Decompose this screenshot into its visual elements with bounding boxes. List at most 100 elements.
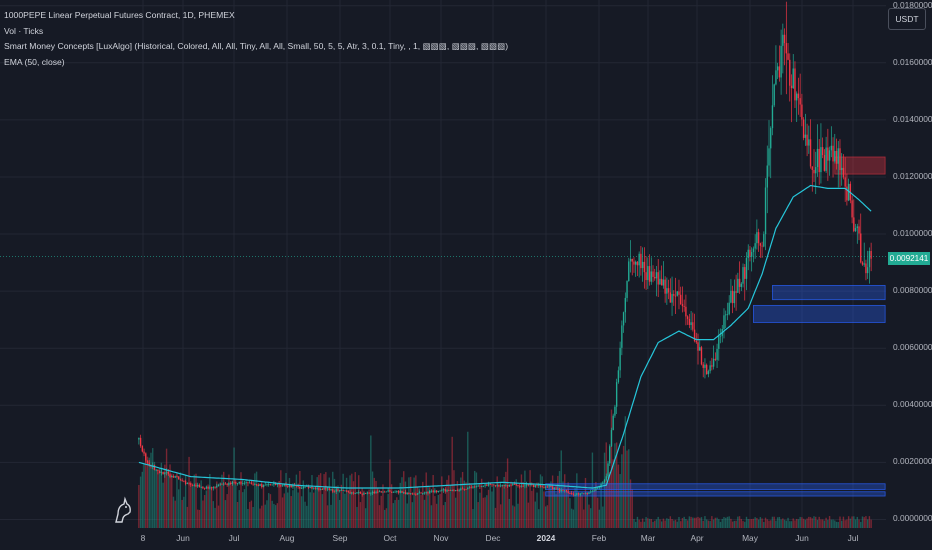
- candle-body: [371, 491, 374, 494]
- volume-bar: [629, 479, 632, 528]
- candle-body: [832, 145, 834, 162]
- candle-body: [311, 487, 313, 489]
- volume-bar: [491, 491, 493, 528]
- candle-body: [496, 485, 498, 486]
- candle-body: [352, 492, 355, 494]
- candle-body: [638, 253, 640, 266]
- volume-bar: [299, 470, 301, 528]
- candle-body: [557, 488, 559, 490]
- candle-body: [564, 490, 566, 491]
- time-axis-label: Jun: [795, 533, 809, 543]
- volume-bar: [387, 493, 389, 528]
- candle-body: [255, 484, 258, 486]
- candle-body: [172, 476, 175, 478]
- volume-bar: [494, 507, 497, 528]
- legend-symbol[interactable]: 1000PEPE Linear Perpetual Futures Contra…: [4, 10, 235, 20]
- candle-body: [539, 485, 542, 487]
- candle-body: [735, 291, 737, 293]
- candle-body: [697, 342, 699, 351]
- currency-selector[interactable]: USDT: [888, 8, 926, 30]
- volume-bar: [420, 494, 422, 528]
- time-axis-label: Dec: [485, 533, 501, 543]
- candle-body: [217, 484, 220, 487]
- volume-bar: [830, 519, 833, 528]
- candle-body: [794, 68, 796, 101]
- volume-bar: [538, 509, 540, 528]
- volume-bar: [269, 494, 272, 528]
- candle-body: [468, 487, 471, 489]
- volume-bar: [725, 517, 727, 528]
- candle-body: [763, 234, 765, 247]
- volume-bar: [804, 519, 807, 528]
- candle-body: [432, 490, 434, 493]
- volume-bar: [311, 475, 313, 528]
- volume-bar: [593, 487, 595, 528]
- candle-body: [283, 484, 285, 486]
- last-price-tag: 0.0092141: [888, 252, 930, 265]
- candle-body: [499, 485, 502, 487]
- volume-bar: [643, 521, 646, 528]
- candle-body: [712, 358, 715, 367]
- volume-bar: [700, 517, 703, 528]
- candle-body: [847, 183, 850, 201]
- volume-bar: [749, 519, 751, 528]
- candle-body: [179, 479, 182, 481]
- candle-body: [333, 491, 336, 493]
- candle-body: [678, 291, 680, 295]
- candle-body: [595, 488, 597, 491]
- volume-bar: [752, 518, 755, 528]
- volume-bar: [816, 519, 819, 528]
- volume-bar: [640, 521, 642, 528]
- legend-smc-indicator[interactable]: Smart Money Concepts [LuxAlgo] (Historic…: [4, 41, 509, 51]
- volume-bar: [835, 521, 838, 528]
- candle-body: [527, 484, 530, 486]
- candle-body: [280, 485, 282, 487]
- legend-volume[interactable]: Vol · Ticks: [4, 25, 44, 36]
- volume-bar: [771, 516, 774, 528]
- volume-bar: [307, 484, 310, 528]
- legend-ema[interactable]: EMA (50, close): [4, 56, 65, 67]
- volume-bar: [557, 475, 559, 528]
- volume-bar: [238, 490, 240, 528]
- candle-body: [752, 248, 755, 253]
- volume-bar: [352, 481, 355, 528]
- volume-bar: [802, 518, 805, 528]
- volume-bar: [158, 467, 161, 528]
- candle-body: [332, 489, 334, 492]
- volume-bar: [740, 518, 742, 528]
- volume-bar: [489, 485, 491, 528]
- candle-body: [686, 316, 689, 319]
- candle-body: [442, 489, 445, 491]
- candle-body: [415, 494, 417, 495]
- volume-bar: [243, 489, 246, 528]
- volume-bar: [820, 519, 822, 528]
- candle-body: [453, 490, 455, 491]
- volume-bar: [799, 516, 801, 528]
- chart-legend: 1000PEPE Linear Perpetual Futures Contra…: [4, 8, 508, 70]
- candle-body: [423, 492, 426, 494]
- tradingview-logo-icon[interactable]: [112, 496, 134, 524]
- candle-body: [742, 267, 744, 284]
- candle-body: [474, 486, 476, 488]
- volume-bar: [363, 490, 365, 528]
- candle-body: [553, 487, 556, 490]
- candle-body: [863, 263, 865, 265]
- candle-body: [183, 480, 185, 482]
- candle-body: [422, 493, 424, 494]
- candle-body: [858, 226, 860, 234]
- candle-body: [465, 488, 467, 490]
- candle-body: [219, 483, 221, 485]
- candle-body: [138, 437, 140, 440]
- volume-bar: [203, 495, 206, 528]
- candle-body: [647, 266, 649, 281]
- volume-bar: [240, 472, 242, 528]
- candle-body: [555, 487, 557, 489]
- candle-body: [409, 493, 412, 495]
- candle-body: [783, 34, 786, 44]
- candle-body: [757, 232, 760, 244]
- candle-body: [737, 278, 739, 293]
- volume-bar: [157, 471, 159, 528]
- volume-bar: [546, 505, 549, 528]
- volume-bar: [259, 508, 261, 528]
